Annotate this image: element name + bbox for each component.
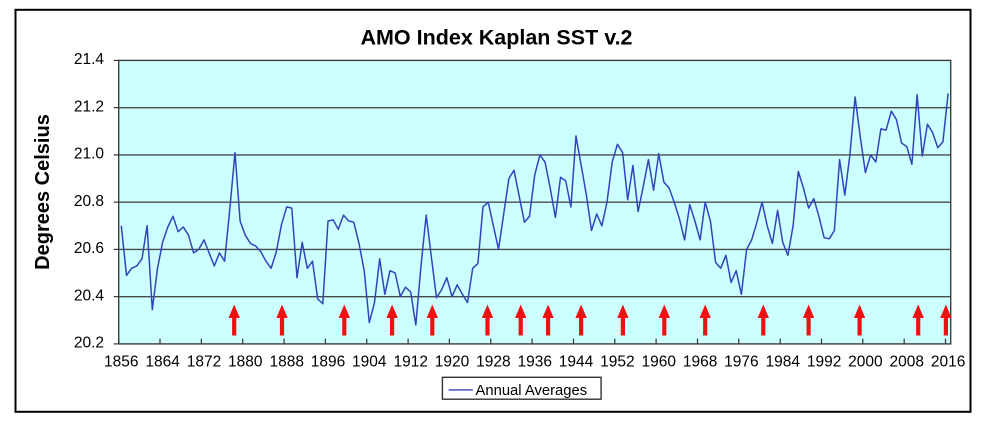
svg-text:2016: 2016 bbox=[931, 354, 965, 371]
svg-text:1880: 1880 bbox=[228, 354, 263, 371]
svg-text:Degrees Celsius: Degrees Celsius bbox=[32, 114, 54, 270]
svg-text:1960: 1960 bbox=[641, 354, 676, 371]
svg-text:21.0: 21.0 bbox=[74, 146, 105, 163]
svg-text:1872: 1872 bbox=[187, 354, 221, 371]
svg-text:1928: 1928 bbox=[476, 354, 510, 371]
svg-text:Annual Averages: Annual Averages bbox=[476, 383, 588, 399]
svg-text:2000: 2000 bbox=[848, 354, 883, 371]
svg-text:1912: 1912 bbox=[393, 354, 427, 371]
svg-text:2008: 2008 bbox=[890, 354, 924, 371]
svg-text:1936: 1936 bbox=[517, 354, 551, 371]
svg-text:1896: 1896 bbox=[311, 354, 345, 371]
svg-text:1992: 1992 bbox=[807, 354, 841, 371]
svg-text:1864: 1864 bbox=[145, 354, 180, 371]
svg-text:1976: 1976 bbox=[724, 354, 758, 371]
svg-text:20.2: 20.2 bbox=[74, 335, 104, 352]
svg-text:21.4: 21.4 bbox=[74, 51, 105, 68]
svg-text:1944: 1944 bbox=[559, 354, 594, 371]
svg-text:1984: 1984 bbox=[765, 354, 800, 371]
svg-text:21.2: 21.2 bbox=[74, 98, 104, 115]
svg-text:1952: 1952 bbox=[600, 354, 634, 371]
svg-text:20.4: 20.4 bbox=[74, 287, 105, 304]
svg-text:20.8: 20.8 bbox=[74, 193, 104, 210]
svg-text:1904: 1904 bbox=[352, 354, 387, 371]
svg-text:1888: 1888 bbox=[269, 354, 303, 371]
svg-text:AMO Index Kaplan SST v.2: AMO Index Kaplan SST v.2 bbox=[361, 26, 633, 50]
svg-text:1968: 1968 bbox=[683, 354, 717, 371]
svg-text:20.6: 20.6 bbox=[74, 240, 104, 257]
svg-text:1856: 1856 bbox=[104, 354, 138, 371]
svg-text:1920: 1920 bbox=[435, 354, 470, 371]
